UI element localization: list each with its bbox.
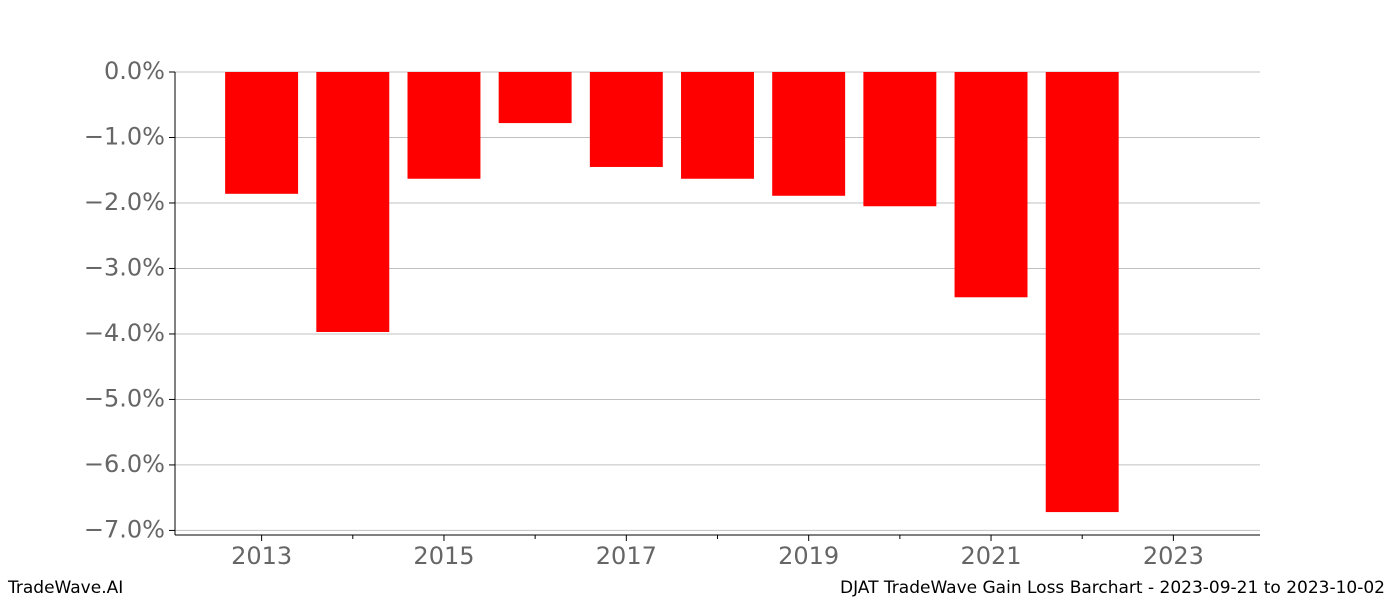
bar xyxy=(316,72,390,332)
x-tick-label: 2017 xyxy=(596,542,657,570)
y-tick-label: −7.0% xyxy=(84,515,165,543)
bar xyxy=(225,72,299,194)
y-tick-label: −2.0% xyxy=(84,188,165,216)
y-tick-label: 0.0% xyxy=(104,57,165,85)
bar xyxy=(498,72,572,124)
x-tick-label: 2023 xyxy=(1143,542,1204,570)
bar xyxy=(1045,72,1119,513)
y-tick-label: −5.0% xyxy=(84,384,165,412)
y-tick-label: −3.0% xyxy=(84,253,165,281)
bar xyxy=(407,72,481,179)
bar xyxy=(863,72,937,207)
bar xyxy=(954,72,1028,298)
x-tick-label: 2019 xyxy=(778,542,839,570)
x-tick-label: 2013 xyxy=(231,542,292,570)
y-tick-label: −1.0% xyxy=(84,122,165,150)
bar xyxy=(772,72,846,196)
y-tick-label: −6.0% xyxy=(84,450,165,478)
bar xyxy=(589,72,663,167)
footer-left: TradeWave.AI xyxy=(7,578,123,598)
bar xyxy=(681,72,754,179)
x-tick-label: 2015 xyxy=(413,542,474,570)
x-tick-label: 2021 xyxy=(960,542,1021,570)
footer-right: DJAT TradeWave Gain Loss Barchart - 2023… xyxy=(840,578,1385,598)
y-tick-label: −4.0% xyxy=(84,319,165,347)
